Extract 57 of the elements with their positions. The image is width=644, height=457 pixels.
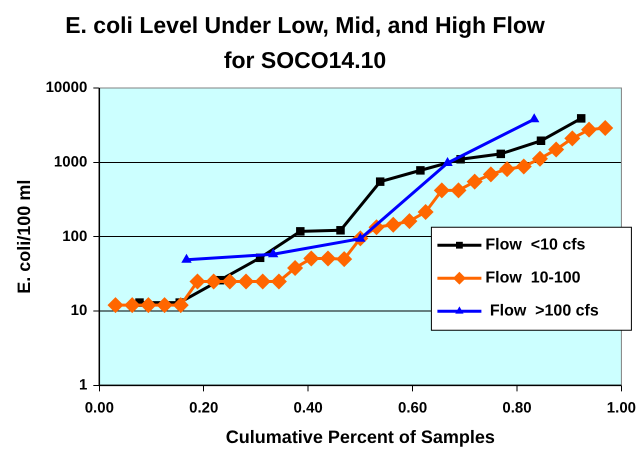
y-tick-label: 10000: [46, 79, 88, 96]
point: [156, 297, 173, 314]
point: [416, 166, 425, 175]
point: [450, 182, 467, 198]
point: [189, 273, 206, 290]
point: [296, 227, 305, 236]
point: [320, 250, 336, 266]
y-tick-label: 1: [78, 376, 88, 394]
point: [496, 150, 506, 158]
point: [532, 150, 548, 167]
point: [576, 114, 586, 123]
point: [564, 130, 580, 146]
point: [442, 157, 453, 166]
point: [499, 161, 516, 178]
point: [303, 250, 320, 266]
y-tick-label: 10: [70, 302, 88, 320]
x-tick-label: 0.00: [84, 400, 114, 417]
point: [529, 113, 540, 122]
point: [336, 226, 345, 235]
x-tick-label: 0.20: [189, 400, 218, 417]
point: [270, 273, 287, 290]
point: [418, 204, 434, 220]
point: [172, 297, 189, 314]
point: [385, 216, 402, 233]
point: [401, 213, 418, 230]
point: [376, 177, 384, 186]
y-tick-label: 1000: [54, 153, 88, 170]
x-tick-label: 1.00: [606, 400, 636, 417]
y-axis-title: E. coli/100 ml: [14, 180, 34, 294]
point: [124, 297, 140, 314]
point: [140, 297, 156, 314]
legend-label: Flow <10 cfs: [485, 236, 586, 254]
legend-label: Flow >100 cfs: [485, 302, 599, 320]
x-tick-label: 0.60: [398, 400, 428, 417]
x-tick-label: 0.40: [294, 400, 323, 417]
legend-label: Flow 10-100: [485, 270, 581, 287]
point: [287, 260, 304, 276]
x-axis-title: Culumative Percent of Samples: [226, 427, 495, 448]
point: [597, 120, 614, 136]
point: [581, 122, 598, 138]
point: [466, 174, 483, 190]
chart-title: E. coli Level Under Low, Mid, and High Flow for SOCO14.10: [64, 11, 546, 75]
point: [536, 136, 546, 146]
point: [516, 158, 532, 174]
x-tick-label: 0.80: [502, 400, 532, 417]
point: [548, 141, 564, 158]
point: [238, 273, 254, 290]
point: [482, 166, 499, 182]
point: [206, 273, 222, 290]
point: [107, 297, 124, 314]
point: [222, 273, 238, 290]
point: [254, 273, 271, 290]
point: [181, 254, 192, 263]
point: [434, 182, 450, 198]
y-tick-label: 100: [62, 228, 88, 245]
point: [336, 251, 352, 268]
point: [268, 248, 278, 258]
